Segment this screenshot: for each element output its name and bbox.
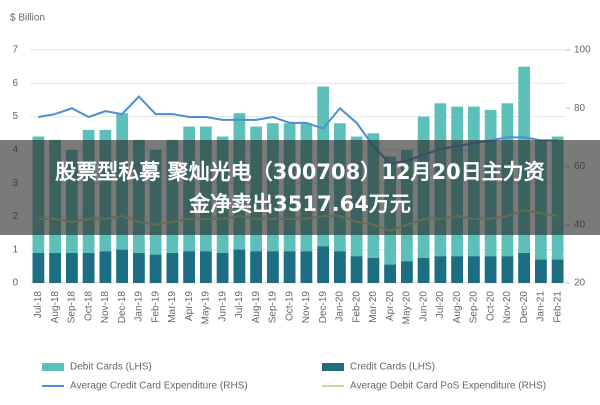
x-tick-label: Nov-19 bbox=[301, 291, 312, 324]
y-tick-label: 0 bbox=[12, 278, 18, 289]
x-tick-label: Jul-19 bbox=[234, 291, 245, 319]
x-tick-label: Aug-18 bbox=[50, 291, 61, 324]
bar bbox=[434, 256, 447, 283]
x-tick-label: Jan-19 bbox=[134, 291, 145, 322]
y-tick-label: 7 bbox=[12, 45, 18, 56]
x-tick-label: Sep-18 bbox=[67, 291, 78, 324]
bar bbox=[501, 256, 514, 283]
x-tick-label: Mar-19 bbox=[167, 291, 178, 323]
y-tick-label: 1 bbox=[12, 244, 18, 255]
legend-swatch bbox=[322, 363, 344, 371]
x-tick-label: Apr-20 bbox=[385, 291, 396, 321]
x-tick-label: Nov-20 bbox=[502, 291, 513, 324]
bar bbox=[317, 246, 329, 283]
bar bbox=[451, 256, 463, 283]
y-tick-label: 5 bbox=[12, 111, 18, 122]
y2-tick-label: 80 bbox=[574, 103, 586, 114]
x-tick-label: Feb-19 bbox=[150, 291, 161, 323]
x-tick-label: Jul-20 bbox=[435, 291, 446, 319]
bar bbox=[183, 251, 195, 283]
x-tick-label: Jan-21 bbox=[536, 291, 547, 322]
bar bbox=[551, 259, 564, 283]
x-tick-label: Feb-20 bbox=[351, 291, 362, 323]
x-tick-label: Nov-18 bbox=[100, 291, 111, 324]
legend-label: Average Credit Card Expenditure (RHS) bbox=[70, 381, 248, 392]
x-tick-label: Dec-18 bbox=[117, 291, 128, 324]
x-tick-label: Dec-20 bbox=[519, 291, 530, 324]
bar bbox=[233, 249, 246, 283]
bar bbox=[49, 253, 61, 283]
y2-tick-label: 20 bbox=[574, 278, 586, 289]
bar bbox=[200, 251, 212, 283]
legend-label: Average Debit Card PoS Expenditure (RHS) bbox=[350, 381, 546, 392]
x-tick-label: Dec-19 bbox=[318, 291, 329, 324]
bar bbox=[401, 261, 413, 283]
bar bbox=[367, 258, 380, 283]
bar bbox=[82, 253, 95, 283]
x-tick-label: Jul-18 bbox=[33, 291, 44, 319]
bar bbox=[535, 259, 547, 283]
x-tick-label: Oct-18 bbox=[83, 291, 94, 321]
y2-tick-label: 100 bbox=[574, 45, 591, 56]
x-tick-label: Oct-20 bbox=[485, 291, 496, 321]
x-tick-label: May-20 bbox=[402, 291, 413, 325]
x-tick-label: Oct-19 bbox=[284, 291, 295, 321]
bar bbox=[250, 251, 262, 283]
headline-line: 股票型私募 聚灿光电（300708）12月20日主力资 bbox=[55, 159, 545, 184]
bar bbox=[99, 251, 112, 283]
x-tick-label: Sep-20 bbox=[469, 291, 480, 324]
x-tick-label: Jun-19 bbox=[217, 291, 228, 322]
x-tick-label: Aug-20 bbox=[452, 291, 463, 324]
x-tick-label: Jan-20 bbox=[335, 291, 346, 322]
y-axis-label: $ Billion bbox=[10, 13, 45, 24]
x-tick-label: Sep-19 bbox=[268, 291, 279, 324]
x-tick-label: Feb-21 bbox=[552, 291, 563, 323]
x-tick-label: Aug-19 bbox=[251, 291, 262, 324]
legend-label: Debit Cards (LHS) bbox=[70, 362, 152, 373]
legend-label: Credit Cards (LHS) bbox=[350, 362, 435, 373]
bar bbox=[468, 256, 480, 283]
bar bbox=[116, 249, 128, 283]
x-tick-label: Mar-20 bbox=[368, 291, 379, 323]
y-tick-label: 6 bbox=[12, 78, 18, 89]
bar bbox=[32, 253, 45, 283]
bar bbox=[334, 251, 346, 283]
bar bbox=[417, 258, 430, 283]
bar bbox=[350, 256, 363, 283]
bar bbox=[300, 251, 313, 283]
bar bbox=[166, 253, 179, 283]
x-tick-label: Jun-20 bbox=[418, 291, 429, 322]
x-tick-label: May-19 bbox=[201, 291, 212, 325]
bar bbox=[484, 256, 497, 283]
bar bbox=[283, 251, 296, 283]
bar bbox=[149, 254, 162, 283]
headline-line: 金净卖出3517.64万元 bbox=[189, 191, 411, 216]
bar bbox=[267, 251, 279, 283]
bar bbox=[384, 264, 396, 283]
x-tick-label: Apr-19 bbox=[184, 291, 195, 321]
bar bbox=[216, 253, 229, 283]
bar bbox=[518, 253, 530, 283]
headline-banner: 股票型私募 聚灿光电（300708）12月20日主力资 金净卖出3517.64万… bbox=[0, 140, 600, 235]
legend-swatch bbox=[42, 363, 64, 371]
bar bbox=[133, 253, 145, 283]
bar bbox=[66, 253, 78, 283]
